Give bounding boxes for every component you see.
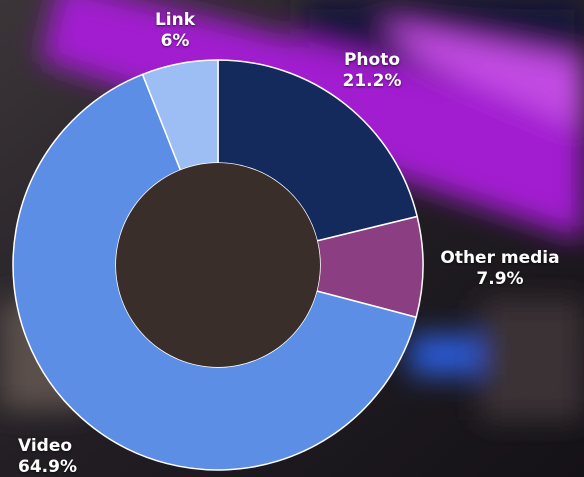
slice-value-video: 64.9%: [18, 457, 77, 477]
slice-label-video: Video 64.9%: [0, 436, 108, 477]
slice-value-other-media: 7.9%: [476, 269, 524, 289]
slice-name-video: Video: [18, 436, 73, 456]
slice-label-photo: Photo 21.2%: [330, 50, 414, 92]
slice-name-link: Link: [154, 10, 196, 30]
slice-name-other-media: Other media: [440, 248, 560, 268]
slice-value-link: 6%: [160, 31, 190, 51]
slice-value-photo: 21.2%: [342, 71, 402, 91]
donut-hole: [116, 163, 320, 367]
slice-label-other-media: Other media 7.9%: [424, 248, 576, 290]
slice-name-photo: Photo: [343, 50, 401, 70]
slice-label-link: Link 6%: [140, 10, 210, 52]
